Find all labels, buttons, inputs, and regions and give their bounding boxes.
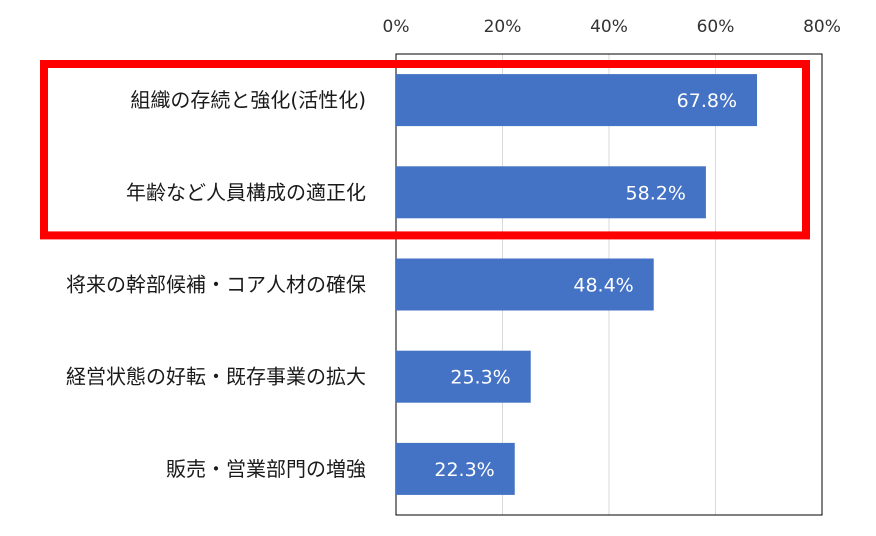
data-label: 48.4% <box>573 275 633 297</box>
x-tick-label: 0% <box>383 17 410 37</box>
bar <box>396 442 515 495</box>
category-label: 販売・営業部門の増強 <box>166 457 366 481</box>
x-tick-label: 40% <box>590 17 628 37</box>
category-label: 将来の幹部候補・コア人材の確保 <box>66 273 366 297</box>
category-labels: 組織の存続と強化(活性化) 年齢など人員構成の適正化将来の幹部候補・コア人材の確保… <box>66 88 366 481</box>
x-tick-label: 20% <box>484 17 522 37</box>
data-labels: 67.8% 58.2% 48.4% 25.3% 22.3% <box>434 90 737 481</box>
bars <box>396 74 758 495</box>
bar <box>396 74 758 127</box>
bar <box>396 350 531 403</box>
bar <box>396 166 706 219</box>
highlight-box <box>40 60 810 240</box>
category-label: 経営状態の好転・既存事業の拡大 <box>66 365 366 389</box>
x-axis-ticks: 0% 20% 40% 60% 80% <box>383 17 841 37</box>
data-label: 58.2% <box>626 182 686 204</box>
data-label: 22.3% <box>434 459 494 481</box>
x-tick-label: 80% <box>803 17 841 37</box>
bar <box>396 258 654 311</box>
data-label: 67.8% <box>677 90 737 112</box>
category-label: 年齢など人員構成の適正化 <box>126 180 366 204</box>
category-label: 組織の存続と強化(活性化) <box>130 88 366 112</box>
x-tick-label: 60% <box>697 17 735 37</box>
data-label: 25.3% <box>450 367 510 389</box>
